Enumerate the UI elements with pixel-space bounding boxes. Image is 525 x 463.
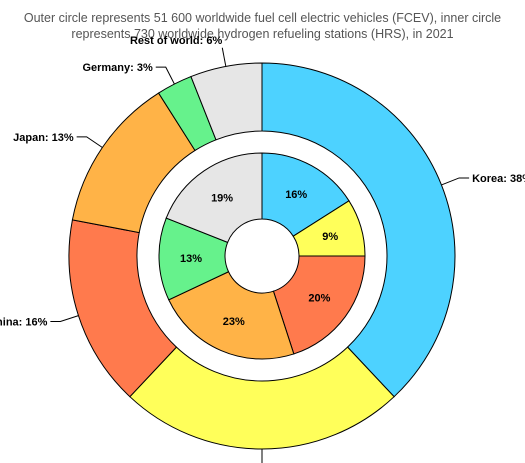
inner-label-germany: 13% [180,253,202,265]
inner-slice-china [272,255,366,355]
inner-label-china: 20% [308,293,330,305]
chart-title-line-1: Outer circle represents 51 600 worldwide… [23,11,502,25]
outer-label-japan: Japan: 13% [13,132,74,144]
inner-label-korea: 16% [285,189,307,201]
outer-label-korea: Korea: 38% [472,173,525,185]
outer-label-china: China: 16% [0,317,48,329]
inner-slice-korea [261,152,350,237]
leader-line-japan [76,136,103,148]
inner-slice-japan [168,271,295,360]
leader-line-germany [155,66,175,85]
outer-slice-korea [261,62,456,398]
leader-line-rest-of-world [221,47,227,67]
inner-label-united-states: 9% [322,231,338,243]
chart-title-line-2: represents 730 worldwide hydrogen refuel… [71,27,454,41]
inner-slice-rest-of-world [165,152,263,244]
leader-line-china [50,315,79,323]
inner-label-rest-of-world: 19% [211,192,233,204]
outer-slice-united-states [129,346,395,450]
chart-title: Outer circle represents 51 600 worldwide… [0,10,525,42]
leader-line-korea [441,177,470,186]
outer-label-rest-of-world: Rest of world: 6% [130,35,223,47]
outer-slice-rest-of-world [190,62,263,141]
outer-label-germany: Germany: 3% [82,62,153,74]
inner-label-japan: 23% [223,316,245,328]
